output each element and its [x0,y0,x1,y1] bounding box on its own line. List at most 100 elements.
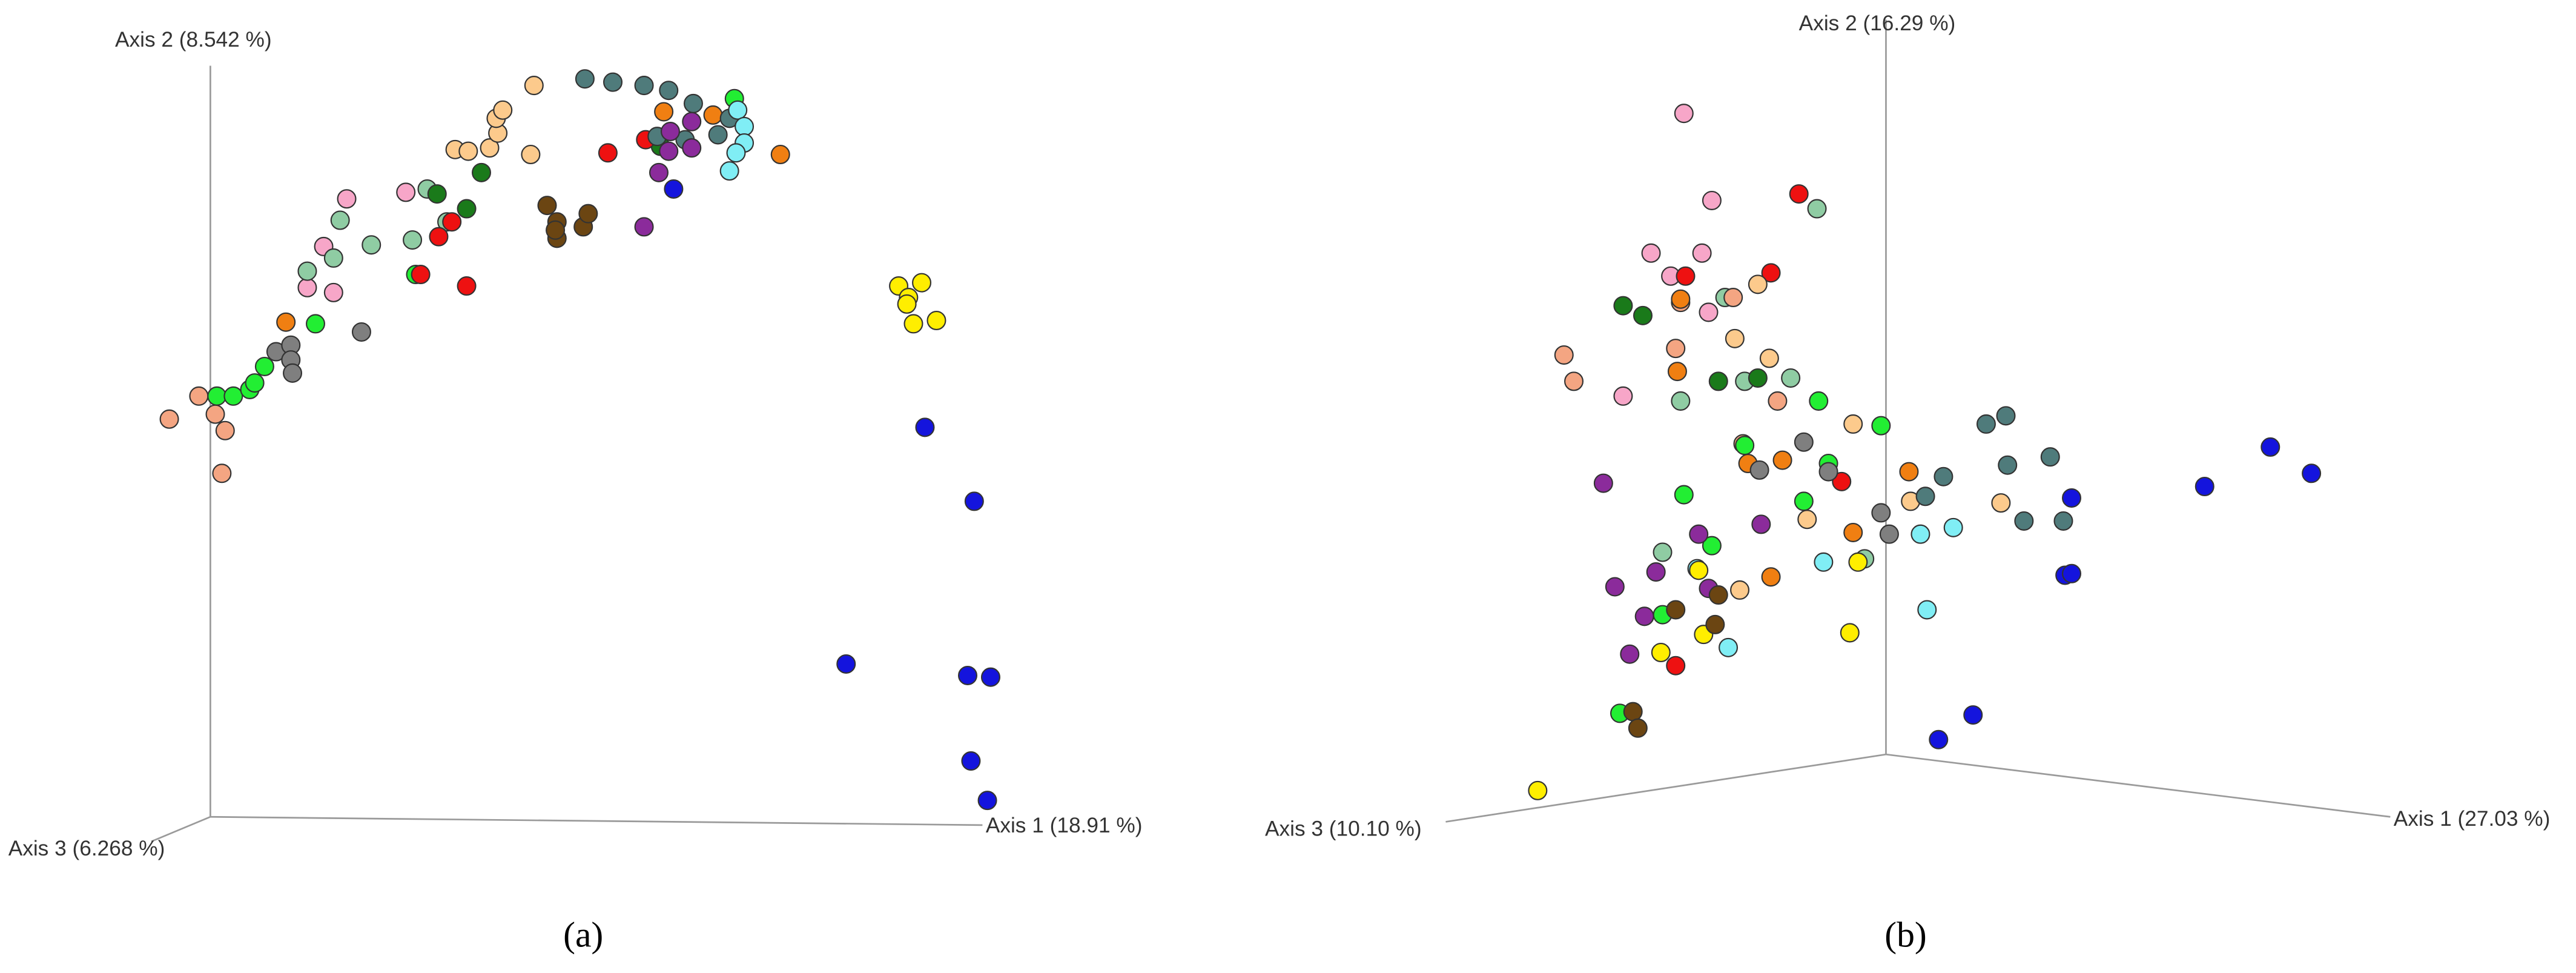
axis-label: Axis 3 (10.10 %) [1265,817,1422,840]
point [977,791,997,811]
point [1702,536,1722,556]
axis-label: Axis 2 (8.542 %) [115,28,272,51]
point [207,386,227,406]
point [1789,184,1809,204]
point [957,665,978,685]
point [1554,345,1574,365]
point [2040,447,2060,467]
point [2261,437,2280,457]
point [1848,552,1868,572]
point [1613,386,1633,406]
point [735,116,755,136]
point [980,667,1000,687]
point [912,273,932,293]
point [926,310,946,331]
point [1899,462,1919,482]
point [1991,493,2011,513]
point [1843,414,1863,434]
point [1634,606,1654,626]
point [598,143,618,163]
point [1943,517,1963,537]
point [1674,485,1694,505]
point [1702,190,1722,210]
point [1911,524,1930,544]
point [1735,436,1755,456]
point [634,217,654,237]
axis-label: Axis 1 (27.03 %) [2394,807,2551,831]
point [603,72,623,92]
point [362,235,381,255]
point [1761,263,1781,283]
point [726,143,746,163]
point [1633,305,1653,325]
point [1676,266,1696,286]
point [2302,463,2322,483]
point [1794,491,1814,511]
point [1772,450,1792,470]
point [1794,432,1814,452]
point [1879,524,1899,544]
point [403,230,423,250]
point [1809,391,1829,411]
point [1593,473,1613,493]
point [1705,614,1725,634]
point [682,138,702,158]
axis-label: Axis 1 (18.91 %) [986,814,1143,837]
point [1871,503,1891,523]
point [205,404,225,424]
point [1605,577,1625,597]
point [1653,542,1673,562]
axis-line [1886,753,2391,818]
point [411,265,431,285]
point [524,76,544,96]
point [351,322,371,342]
point [215,420,235,440]
point [961,751,981,771]
point [223,386,243,406]
point [1934,467,1953,486]
point [1528,780,1548,800]
point [457,276,477,296]
point [480,138,500,158]
point [1613,296,1633,316]
axis-label: Axis 3 (6.268 %) [8,837,165,860]
point [521,145,541,165]
point [1751,514,1771,534]
point [1623,702,1643,722]
point [1996,406,2016,426]
point [297,261,317,281]
point [682,111,702,131]
point [1843,522,1863,542]
point [305,314,326,334]
point [429,227,449,247]
point [1674,104,1694,124]
point [770,145,790,165]
point [1748,368,1768,388]
point [903,314,923,334]
point [1814,552,1834,572]
point [1646,562,1666,582]
point [1832,471,1852,491]
point [1768,391,1788,411]
point [1719,637,1739,657]
point [1620,644,1640,664]
point [396,182,416,202]
axis-line [210,815,983,826]
point [2014,511,2034,531]
point [1998,455,2018,475]
point [1628,718,1648,738]
point [1708,371,1728,391]
axis-label: Axis 2 (16.29 %) [1799,12,1956,35]
point [836,654,856,674]
point [1667,362,1687,382]
point [323,248,343,268]
point [719,161,739,181]
point [337,189,357,209]
point [1749,460,1769,480]
point [1725,328,1745,348]
point [1689,524,1709,544]
point [1666,656,1686,676]
point [471,162,492,182]
point [427,184,447,204]
point [1671,391,1691,411]
